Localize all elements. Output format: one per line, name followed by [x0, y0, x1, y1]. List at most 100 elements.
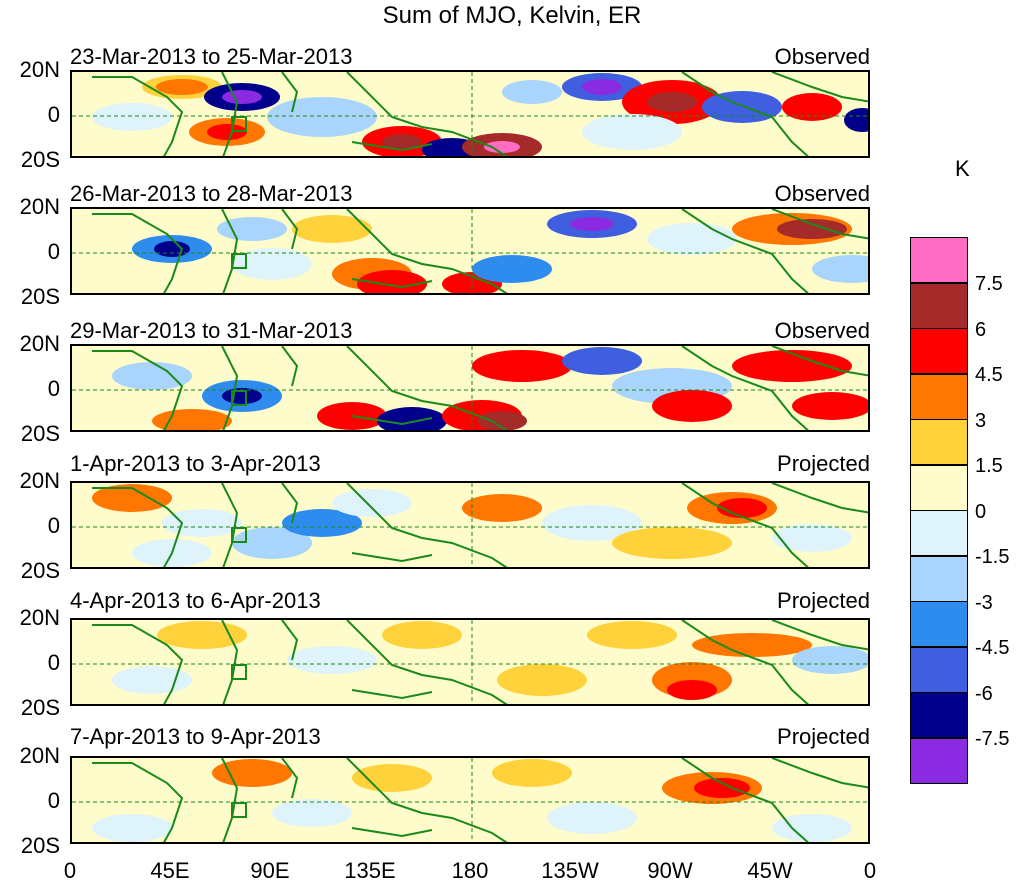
anomaly-blob	[207, 124, 247, 140]
lat-label-20n: 20N	[19, 57, 60, 82]
coastline	[681, 483, 810, 567]
anomaly-blob	[267, 97, 377, 137]
coastline	[281, 758, 299, 799]
coastline	[281, 483, 299, 524]
lat-label-20n: 20N	[19, 743, 60, 768]
lon-label: 180	[451, 858, 489, 883]
anomaly-blob	[382, 134, 422, 150]
anomaly-blob	[792, 646, 868, 674]
panel-type-label: Observed	[774, 44, 870, 69]
lat-label-20n: 20N	[19, 194, 60, 219]
anomaly-blob	[692, 633, 812, 657]
colorbar-swatch	[910, 555, 968, 602]
coastline	[346, 758, 508, 842]
anomaly-blob	[287, 646, 377, 674]
coastline	[681, 758, 810, 842]
colorbar-label: 0	[975, 501, 987, 523]
lon-label: 135E	[344, 858, 396, 883]
coastline	[92, 487, 184, 567]
coastline	[92, 350, 184, 430]
map-panel	[70, 618, 870, 706]
colorbar-label: 7.5	[975, 273, 1003, 295]
anomaly-blob	[562, 347, 642, 375]
coastline	[281, 620, 299, 661]
coastline	[351, 415, 433, 426]
anomaly-blob	[222, 90, 262, 104]
lat-label-20s: 20S	[20, 147, 60, 172]
region-box-marker	[231, 527, 247, 543]
map-canvas	[72, 346, 868, 430]
colorbar-label: -4.5	[975, 637, 1010, 659]
lon-label: 135W	[541, 858, 599, 883]
map-panel	[70, 344, 870, 432]
anomaly-blob	[582, 79, 622, 95]
anomaly-blob	[272, 799, 352, 827]
map-canvas	[72, 209, 868, 293]
anomaly-blob	[154, 241, 190, 257]
anomaly-blob	[547, 802, 637, 834]
colorbar-label: -3	[975, 592, 993, 614]
coastline	[681, 346, 810, 430]
lat-label-20s: 20S	[20, 421, 60, 446]
lat-label-20s: 20S	[20, 284, 60, 309]
coastline	[771, 346, 868, 377]
coastline	[351, 141, 433, 152]
panel-date-label: 26-Mar-2013 to 28-Mar-2013	[70, 181, 353, 206]
coastline	[346, 346, 508, 430]
coastline	[771, 620, 868, 651]
colorbar-swatch	[910, 237, 968, 283]
anomaly-blob	[472, 350, 572, 382]
region-box-marker	[231, 116, 247, 132]
colorbar-swatch	[910, 601, 968, 647]
coastline	[92, 213, 184, 293]
coastline	[346, 72, 508, 156]
colorbar-label: -6	[975, 683, 993, 705]
lon-label: 0	[863, 858, 877, 883]
coastline	[351, 827, 433, 838]
anomaly-blob	[92, 814, 172, 842]
region-box-marker	[231, 664, 247, 680]
coastline	[281, 72, 299, 113]
coastline	[351, 278, 433, 289]
anomaly-blob	[282, 509, 362, 537]
anomaly-blob	[694, 778, 750, 798]
anomaly-blob	[542, 505, 642, 541]
anomaly-blob	[112, 362, 192, 390]
colorbar-swatch	[910, 692, 968, 738]
coastline	[351, 689, 433, 700]
lat-label-0: 0	[47, 513, 60, 538]
coastline	[346, 209, 508, 293]
lat-label-0: 0	[47, 650, 60, 675]
anomaly-blob	[157, 621, 247, 649]
anomaly-blob	[772, 524, 852, 552]
anomaly-blob	[162, 509, 242, 537]
lat-label-20n: 20N	[19, 331, 60, 356]
lat-label-20s: 20S	[20, 833, 60, 858]
coastline	[771, 72, 868, 103]
lon-label: 90W	[647, 858, 693, 883]
colorbar-swatch	[910, 737, 968, 784]
anomaly-blob	[232, 527, 312, 559]
coastline	[281, 209, 299, 250]
anomaly-blob	[732, 350, 852, 382]
lat-label-20s: 20S	[20, 695, 60, 720]
lat-label-0: 0	[47, 239, 60, 264]
coastline	[771, 209, 868, 240]
colorbar-swatch	[910, 419, 968, 465]
anomaly-blob	[352, 764, 432, 792]
anomaly-blob	[502, 80, 562, 104]
anomaly-blob	[92, 103, 172, 131]
anomaly-blob	[477, 411, 527, 430]
map-canvas	[72, 72, 868, 156]
anomaly-blob	[702, 91, 782, 123]
anomaly-blob	[782, 93, 842, 121]
lat-label-0: 0	[47, 102, 60, 127]
anomaly-blob	[812, 255, 868, 283]
colorbar-swatch	[910, 328, 968, 374]
colorbar-swatch	[910, 282, 968, 329]
anomaly-blob	[792, 392, 868, 420]
anomaly-blob	[667, 680, 717, 700]
anomaly-blob	[652, 390, 732, 422]
region-box-marker	[231, 390, 247, 406]
colorbar-swatch	[910, 373, 968, 420]
